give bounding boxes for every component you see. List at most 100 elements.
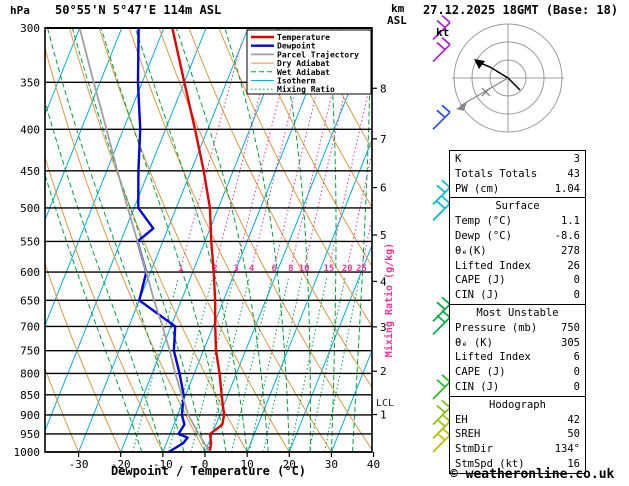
pressure-tick-label: 700 (20, 320, 40, 333)
stats-section-title: Surface (495, 200, 540, 213)
wind-barb-icon (432, 413, 451, 439)
km-tick-label: 4 (380, 275, 387, 288)
stat-label: Lifted Index (455, 259, 531, 272)
pressure-tick-label: 600 (20, 266, 40, 279)
mixing-ratio-value-label: 10 (299, 264, 310, 274)
stat-row-stmspd-kt: StmSpd (kt) 16 (450, 457, 585, 472)
mixing-ratio-line (168, 277, 213, 452)
km-tick-label: 2 (380, 365, 387, 378)
mixing-ratio-line (231, 277, 273, 452)
legend-label: Mixing Ratio (277, 84, 335, 94)
wind-barb-icon (432, 104, 451, 130)
stat-label: Temp (°C) (455, 215, 512, 228)
temp-tick-label: -30 (69, 458, 89, 471)
stat-row-cape-j: CAPE (J) 0 (450, 273, 585, 288)
mixing-ratio-value-label: 3 (233, 264, 238, 274)
mixing-ratio-line (308, 277, 346, 452)
stat-value: 278 (561, 244, 580, 257)
pressure-tick-label: 950 (20, 428, 40, 441)
stat-label: θₑ(K) (455, 244, 487, 257)
legend-label: Parcel Trajectory (277, 49, 359, 59)
pressure-tick-label: 350 (20, 76, 40, 89)
isotherm-line (45, 28, 81, 116)
stat-label: K (455, 153, 462, 165)
stat-value: 16 (567, 457, 580, 470)
stat-row-lifted-index: Lifted Index 6 (450, 350, 585, 365)
mixing-ratio-line (207, 277, 250, 452)
pressure-tick-label: 500 (20, 202, 40, 215)
mixing-ratio-line-upper (329, 73, 372, 263)
wind-barb-icon (432, 14, 451, 41)
temp-tick-label: 10 (241, 458, 254, 471)
stat-label: CIN (J) (455, 289, 500, 302)
mixing-ratio-line (289, 277, 328, 452)
isotherm-line (78, 28, 249, 452)
stat-value: 0 (573, 274, 580, 287)
dry-adiabat-line (248, 28, 372, 268)
pressure-tick-label: 750 (20, 345, 40, 358)
stats-section-title: Hodograph (489, 398, 546, 411)
km-tick-label: 1 (380, 409, 387, 422)
stats-section: K 3 Totals Totals 43 PW (cm) 1.04 (449, 150, 586, 199)
hodograph: kt (436, 23, 564, 133)
series-parcel-trajectory (78, 28, 211, 452)
stat-value: 750 (561, 321, 580, 334)
isotherm-line (45, 28, 207, 432)
stat-value: 1.04 (554, 182, 580, 195)
storm-motion-arrowhead (456, 102, 467, 111)
mixing-ratio-line (324, 277, 360, 452)
stats-panel: K 3 Totals Totals 43 PW (cm) 1.04 Surface Temp … (449, 150, 586, 474)
stat-row-stmdir: StmDir 134° (450, 442, 585, 457)
stat-row-eh: EH 42 (450, 413, 585, 428)
isotherm-line (45, 28, 165, 327)
stat-label: CAPE (J) (455, 274, 506, 287)
stat-row-cin-j: CIN (J) 0 (450, 288, 585, 303)
stat-label: StmSpd (kt) (455, 457, 525, 470)
pressure-tick-label: 400 (20, 123, 40, 136)
dry-adiabat-line (45, 262, 122, 452)
mixing-ratio-value-label: 15 (324, 264, 335, 274)
stat-label: StmDir (455, 443, 493, 456)
hodograph-trace (477, 61, 521, 91)
stats-section-surface: Surface Temp (°C) 1.1 Dewp (°C) -8.6 θₑ(K) 278… (449, 197, 586, 305)
wind-barb-column (432, 14, 451, 453)
stat-row-cin-j: CIN (J) 0 (450, 380, 585, 395)
pressure-tick-label: 650 (20, 294, 40, 307)
stat-row-lifted-index: Lifted Index 26 (450, 259, 585, 274)
mixing-ratio-line (190, 277, 235, 452)
stat-label: PW (cm) (455, 182, 500, 195)
plot-border (44, 27, 373, 453)
km-tick-label: 3 (380, 321, 387, 334)
stat-value: 305 (561, 336, 580, 349)
series-dewpoint (136, 28, 189, 452)
wet-adiabat-line (71, 28, 206, 452)
legend-label: Temperature (277, 33, 330, 42)
mixing-ratio-line (262, 277, 303, 452)
mixing-ratio-value-label: 8 (288, 264, 293, 274)
isotherm-line (120, 28, 291, 452)
pressure-tick-label: 300 (20, 22, 40, 35)
storm-motion-marker (481, 87, 491, 97)
mixing-ratio-value-label: 25 (356, 264, 367, 274)
mixing-ratio-line-upper (362, 215, 372, 263)
lcl-label: LCL (376, 398, 394, 409)
pressure-tick-label: 800 (20, 367, 40, 380)
legend-label: Wet Adiabat (277, 67, 330, 77)
stat-row-k: θₑ (K) 305 (450, 336, 585, 351)
km-tick-label: 5 (380, 229, 387, 242)
credit: © weatheronline.co.uk (450, 467, 615, 482)
wind-barb-icon (432, 374, 451, 400)
hodograph-unit: kt (436, 26, 449, 39)
x-axis-label: Dewpoint / Temperature (°C) (110, 464, 307, 478)
stat-label: Dewp (°C) (455, 229, 512, 242)
wind-barb-icon (432, 179, 451, 205)
mixing-ratio-line-upper (347, 150, 372, 263)
station-title: 50°55'N 5°47'E 114m ASL (55, 3, 222, 17)
temp-tick-label: 40 (367, 458, 380, 471)
isotherm-line (162, 28, 333, 452)
stat-value: 0 (573, 366, 580, 379)
stat-row-totals-totals: Totals Totals 43 (450, 167, 585, 182)
temp-tick-label: 30 (325, 458, 338, 471)
temp-tick-label: -10 (153, 458, 173, 471)
